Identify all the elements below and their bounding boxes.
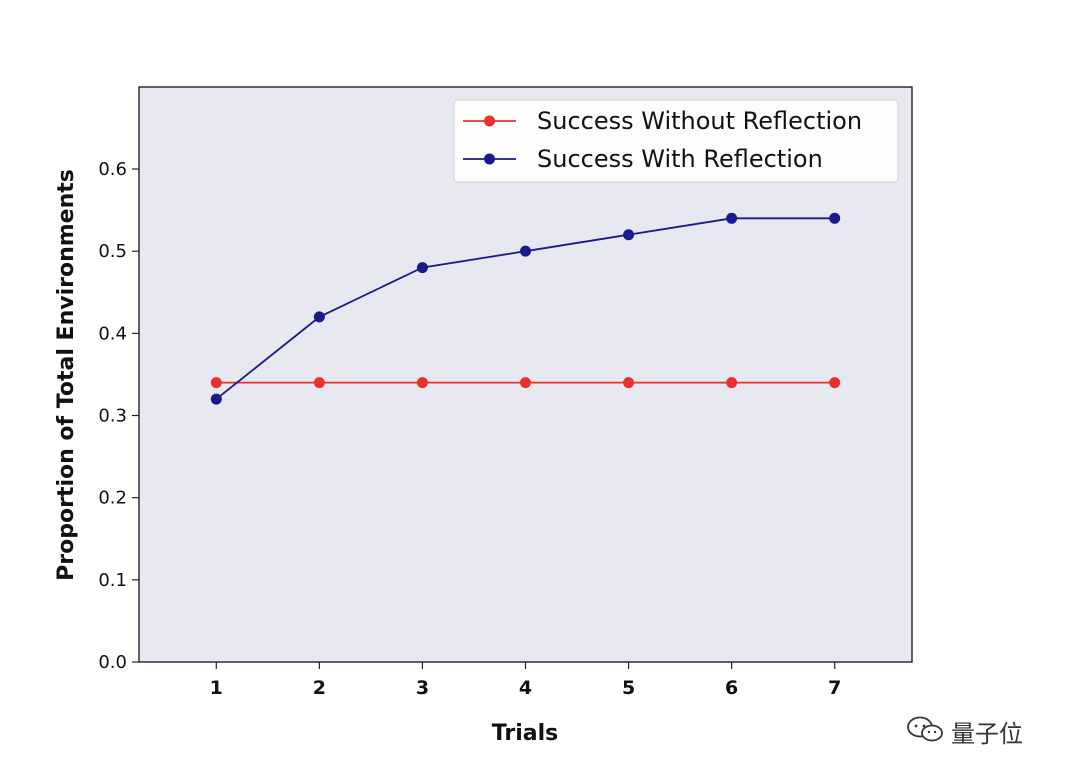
legend-marker (484, 153, 495, 165)
y-tick-label: 0.3 (98, 406, 127, 427)
legend-label: Success Without Reflection (537, 107, 862, 135)
x-tick-label: 7 (828, 677, 841, 699)
data-point-series-1 (520, 245, 531, 257)
legend-box (453, 99, 899, 183)
data-point-series-1 (623, 229, 635, 241)
x-axis-title: Trials (492, 721, 558, 746)
y-tick-label: 0.6 (98, 159, 127, 180)
y-tick-label: 0.4 (98, 323, 127, 344)
x-tick-label: 2 (313, 677, 326, 699)
legend-marker (484, 115, 495, 127)
data-point-series-1 (313, 311, 325, 323)
data-point-series-0 (726, 377, 738, 389)
x-tick-label: 4 (519, 677, 532, 699)
y-tick-label: 0.1 (98, 570, 127, 591)
legend: Success Without Reflection Success With R… (453, 99, 899, 183)
series-layer (210, 212, 841, 405)
data-point-series-0 (210, 377, 222, 389)
legend-label: Success With Reflection (537, 145, 823, 173)
y-tick-label: 0.5 (98, 241, 127, 262)
y-tick-label: 0.2 (98, 488, 127, 509)
wechat-icon (905, 714, 945, 748)
data-point-series-0 (829, 377, 841, 389)
x-tick-label: 6 (725, 677, 738, 699)
x-tick-label: 5 (622, 677, 635, 699)
x-axis: 1 2 3 4 5 6 7 (210, 662, 841, 699)
data-point-series-0 (623, 377, 635, 389)
y-tick-label: 0.0 (98, 652, 127, 673)
data-point-series-1 (829, 212, 841, 224)
x-tick-label: 1 (210, 677, 223, 699)
x-tick-label: 3 (416, 677, 429, 699)
plot-area (139, 87, 912, 662)
y-axis-title: Proportion of Total Environments (54, 169, 79, 581)
data-point-series-0 (416, 377, 428, 389)
data-point-series-1 (416, 262, 428, 274)
data-point-series-1 (210, 393, 222, 405)
watermark: 量子位 (905, 713, 1045, 749)
y-axis: 0.0 0.1 0.2 0.3 0.4 0.5 0.6 (98, 159, 139, 673)
watermark-text: 量子位 (951, 719, 1023, 748)
data-point-series-0 (520, 377, 531, 389)
data-point-series-1 (726, 212, 738, 224)
data-point-series-0 (313, 377, 325, 389)
